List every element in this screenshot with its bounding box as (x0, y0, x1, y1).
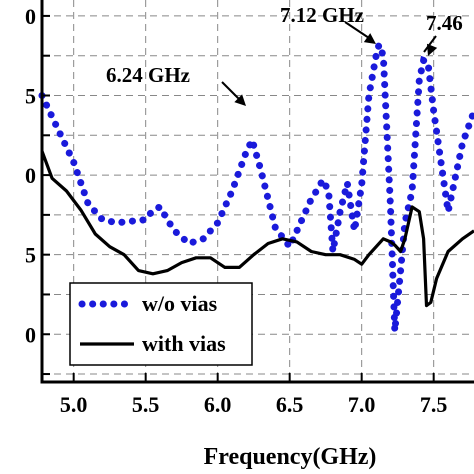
plot-frame (40, 0, 474, 384)
y-tick-label: 0 (25, 163, 36, 188)
x-tick-label: 7.5 (420, 392, 448, 417)
y-tick-label: 5 (25, 243, 36, 268)
series-line-w-o-vias (38, 33, 474, 332)
annotation-arrow-head (426, 43, 438, 56)
legend-box (69, 282, 253, 366)
series-layer (38, 33, 474, 332)
y-tick-label: 5 (25, 84, 36, 109)
annotation-label: 7.46 (426, 11, 463, 35)
x-tick-label: 6.5 (276, 392, 304, 417)
legend: w/o vias with vias (69, 282, 253, 366)
series-line-with-vias (40, 150, 474, 308)
legend-label: with vias (142, 331, 226, 356)
legend-label: w/o vias (142, 291, 218, 316)
y-tick-label: 0 (25, 322, 36, 347)
x-tick-label: 5.0 (60, 392, 88, 417)
x-tick-label: 5.5 (132, 392, 160, 417)
y-tick-label: 0 (25, 4, 36, 29)
annotation-label: 6.24 GHz (106, 63, 190, 87)
x-tick-label: 6.0 (204, 392, 232, 417)
annotation-arrow-line (423, 35, 437, 53)
x-tick-label: 7.0 (348, 392, 376, 417)
x-axis-title: Frequency(GHz) (204, 444, 377, 470)
tick-layer: 5.0 5.5 6.0 6.5 7.0 7.5 0 5 0 5 0 (25, 4, 447, 417)
annotation-arrow-head (234, 94, 246, 106)
annotation-arrow-head (363, 33, 376, 44)
annotation-label: 7.12 GHz (280, 3, 364, 27)
grid-layer (42, 0, 474, 382)
annotation-layer: 6.24 GHz 7.12 GHz 7.46 (106, 3, 463, 106)
